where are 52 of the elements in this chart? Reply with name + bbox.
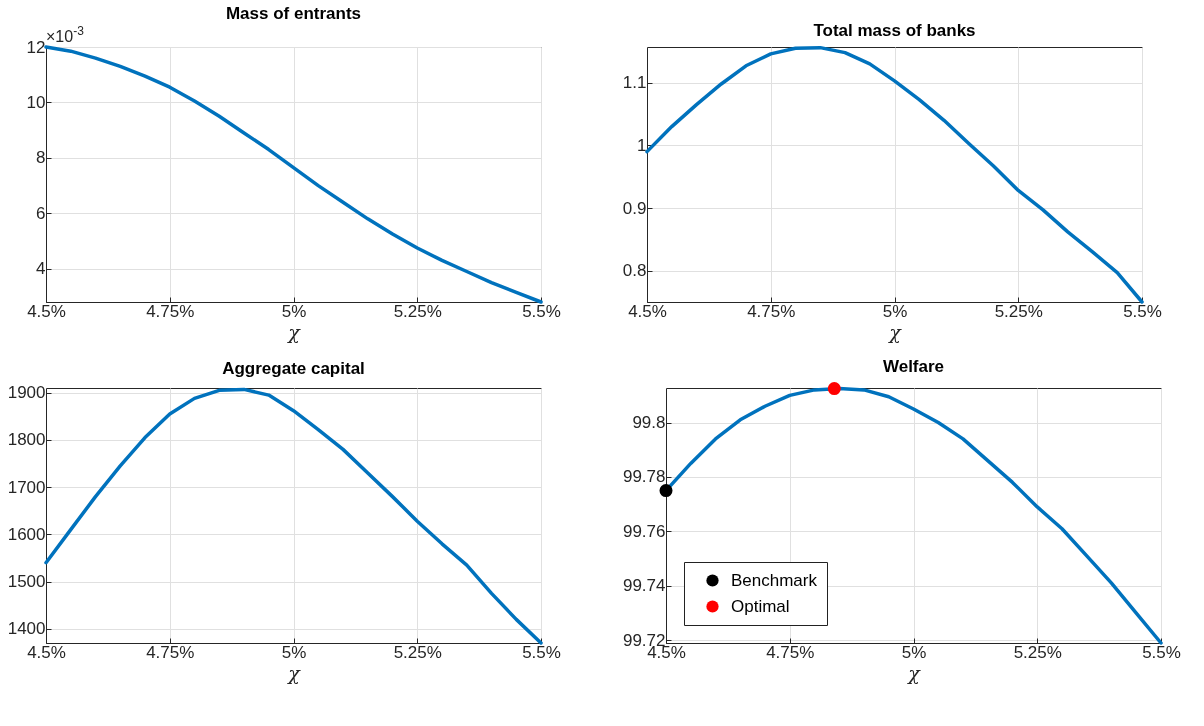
y-tick-label: 1500 [7, 572, 46, 592]
y-tick-label: 99.76 [622, 521, 666, 541]
y-tick-label: 1700 [7, 477, 46, 497]
x-tick-label: 5.25% [393, 642, 442, 662]
y-tick-label: 1.1 [622, 73, 647, 93]
x-tick-label: 4.5% [27, 301, 66, 321]
x-tick-label: 5.5% [1142, 642, 1181, 662]
x-tick-label: 5% [281, 642, 307, 662]
x-tick-label: 5% [281, 301, 307, 321]
text: ×10$^{-3}$ [46, 24, 85, 45]
y-tick-label: 1600 [7, 524, 46, 544]
x-axis-title: χ [286, 661, 302, 684]
legend-label: Optimal [731, 596, 790, 616]
x-tick-label: 5% [882, 301, 908, 321]
y-tick-label: 99.74 [622, 576, 666, 596]
legend-label: Benchmark [731, 570, 818, 590]
x-tick-label: 5.5% [522, 642, 561, 662]
y-tick-label: 0.8 [622, 261, 647, 281]
x-tick-label: 4.75% [766, 642, 815, 662]
y-tick-label: 99.8 [632, 413, 666, 433]
x-tick-label: 5.5% [1123, 301, 1162, 321]
x-axis-title: χ [286, 320, 302, 343]
chart-title: Aggregate capital [222, 358, 365, 378]
x-tick-label: 4.5% [628, 301, 667, 321]
y-tick-label: 12 [26, 37, 46, 57]
y-tick-label: 10 [26, 92, 46, 112]
line-series [44, 45, 543, 304]
y-tick-label: 1 [637, 135, 647, 155]
x-tick-label: 4.5% [27, 642, 66, 662]
chart-title: Total mass of banks [813, 20, 976, 40]
y-tick-label: 1800 [7, 430, 46, 450]
y-tick-label: 6 [36, 203, 46, 223]
y-tick-label: 4 [36, 259, 46, 279]
chart-title: Welfare [882, 357, 945, 377]
x-tick-label: 4.75% [747, 301, 796, 321]
x-tick-label: 5% [901, 642, 927, 662]
x-tick-label: 5.5% [522, 301, 561, 321]
x-tick-label: 4.75% [146, 301, 195, 321]
x-tick-label: 5.25% [994, 301, 1043, 321]
y-tick-label: 0.9 [622, 198, 647, 218]
x-axis-title: χ [887, 320, 903, 343]
x-axis-title: χ [906, 661, 922, 684]
x-tick-label: 4.75% [146, 642, 195, 662]
chart-title: Mass of entrants [225, 4, 362, 23]
y-tick-label: 1400 [7, 619, 46, 639]
y-tick-label: 99.78 [622, 467, 666, 487]
line-series [645, 45, 1144, 304]
line-series [44, 387, 543, 645]
y-tick-label: 1900 [7, 383, 46, 403]
y-tick-label: 8 [36, 148, 46, 168]
x-tick-label: 5.25% [393, 301, 442, 321]
x-tick-label: 5.25% [1013, 642, 1062, 662]
